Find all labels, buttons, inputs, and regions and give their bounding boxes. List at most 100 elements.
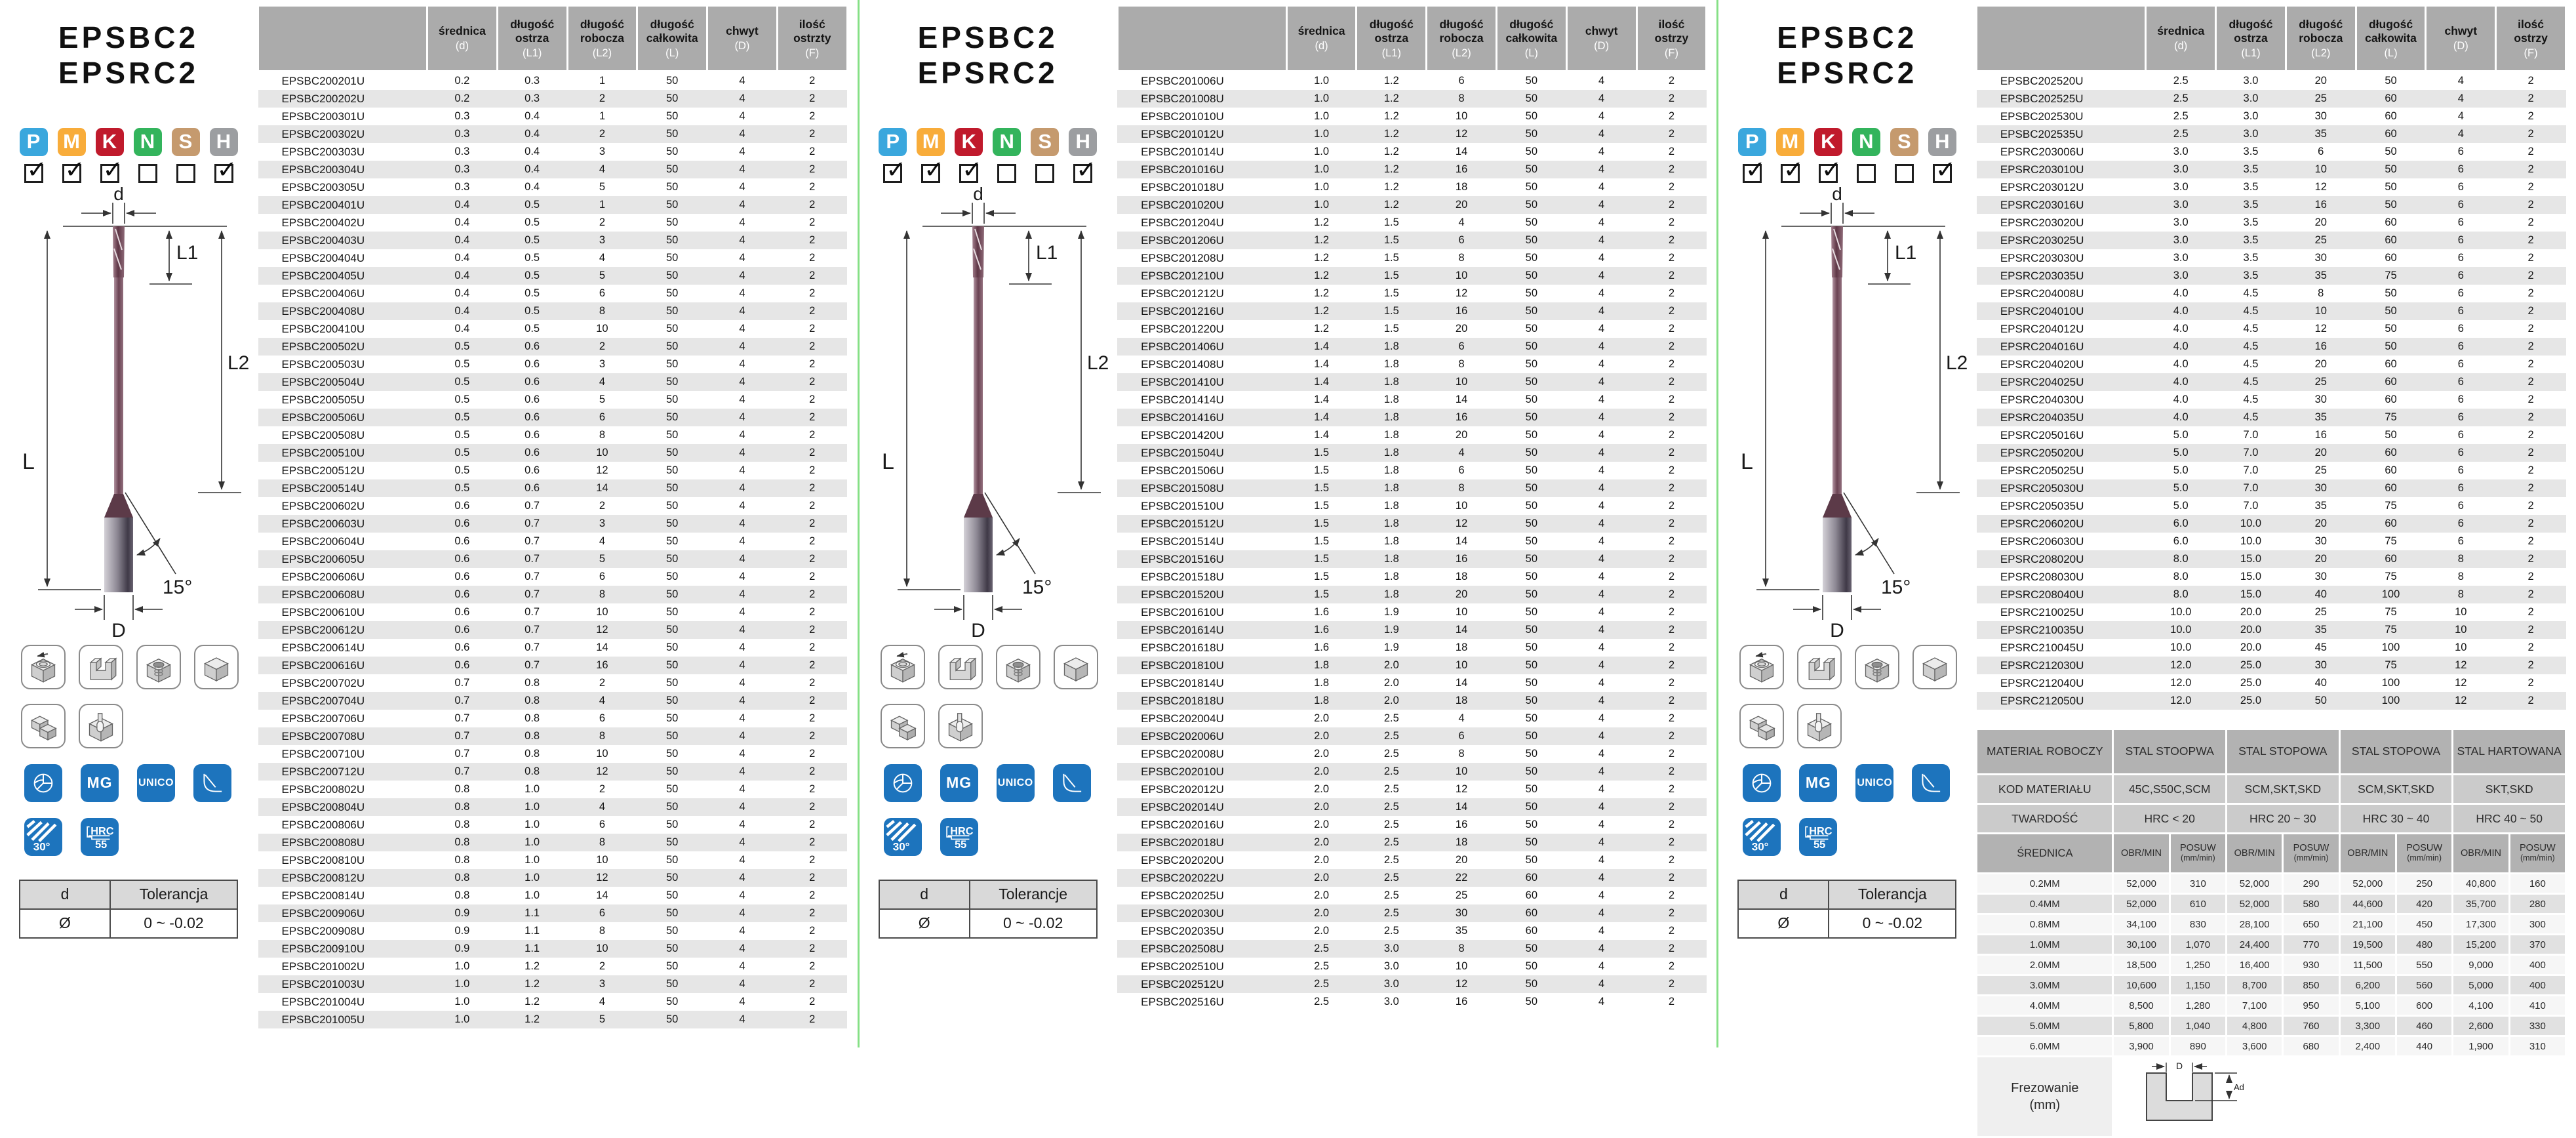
value-cell: 12 [1455, 783, 1468, 796]
value-cell: 1.0 [1314, 199, 1330, 211]
value-cell: 1.8 [1383, 518, 1399, 530]
value-cell: 2 [809, 907, 816, 920]
value-cell: 550 [2394, 954, 2454, 976]
svg-text:HRC: HRC [1810, 825, 1833, 837]
value-cell: 2 [1668, 872, 1675, 884]
value-cell: 1.0 [525, 801, 540, 813]
value-cell: 0.3 [454, 163, 470, 176]
table-row: EPSBC200301U 0.3 0.4 1 50 4 2 [258, 108, 848, 125]
value-cell: 50 [1525, 110, 1538, 123]
row-label-cell: EPSBC200502U [281, 340, 365, 353]
value-cell: 2 [809, 748, 816, 760]
value-cell: 2,600 [2451, 1015, 2510, 1037]
iso-badge-m: M [917, 127, 945, 156]
kod-label: KOD MATERIAŁU [1975, 773, 2114, 805]
value-cell: 5,800 [2112, 1015, 2171, 1037]
value-cell: 2 [1668, 216, 1675, 229]
table-row: EPSBC200514U 0.5 0.6 14 50 4 2 [258, 479, 848, 497]
value-cell: 20 [2314, 518, 2327, 530]
value-cell: 52,000 [2225, 893, 2284, 915]
value-cell: 4 [599, 252, 605, 264]
value-cell: 2 [809, 75, 816, 87]
tolerance-value-row: Ø 0 ~ -0.02 [19, 908, 238, 939]
value-cell: 50 [1525, 287, 1538, 300]
table-row: EPSRC204035U 4.0 4.5 35 75 6 2 [1976, 409, 2566, 426]
value-cell: 2 [2527, 500, 2534, 512]
tolerance-table: d Tolerancje Ø 0 ~ -0.02 [878, 879, 1098, 939]
value-cell: 50 [666, 92, 679, 105]
tolerance-header-row: d Tolerancja [1737, 879, 1957, 910]
row-label-cell: EPSBC200406U [281, 287, 365, 300]
iso-group-p: P [19, 127, 48, 184]
svg-text:30°: 30° [1752, 840, 1769, 853]
row-label-cell: EPSRC203020U [2000, 216, 2084, 229]
value-cell: 4.5 [2243, 411, 2259, 424]
row-label-cell: EPSBC200616U [281, 659, 365, 672]
frezowanie-diagram-cell: D Ad [2112, 1055, 2567, 1138]
value-cell: 2 [2527, 464, 2534, 477]
header-blank [1975, 7, 2147, 72]
value-cell: 2 [1668, 429, 1675, 441]
value-cell: 60 [2385, 234, 2397, 247]
value-cell: 10.0 [2170, 624, 2192, 636]
value-cell: 60 [2385, 358, 2397, 371]
value-cell: 50 [1525, 252, 1538, 264]
row-label-cell: 3.0MM [1975, 974, 2114, 996]
value-cell: 4.5 [2243, 340, 2259, 353]
value-cell: 50 [1525, 358, 1538, 371]
value-cell: 0.6 [454, 659, 470, 672]
value-cell: 50 [1525, 429, 1538, 441]
row-label-cell: EPSBC201518U [1141, 571, 1224, 583]
table-row: EPSBC200610U 0.6 0.7 10 50 4 2 [258, 603, 848, 621]
value-cell: 2 [1668, 783, 1675, 796]
value-cell: 2 [809, 199, 816, 211]
value-cell: 0.4 [454, 252, 470, 264]
value-cell: 25.0 [2240, 695, 2262, 707]
value-cell: 1.0 [525, 872, 540, 884]
row-label-cell: EPSRC205030U [2000, 482, 2084, 495]
value-cell: 50 [1525, 712, 1538, 725]
table-row: EPSBC202516U 2.5 3.0 16 50 4 2 [1117, 993, 1707, 1011]
value-cell: 6 [2457, 411, 2464, 424]
iso-group-m: M [57, 127, 86, 184]
value-cell: 1.8 [1383, 535, 1399, 548]
value-cell: 3.0 [2173, 181, 2189, 193]
value-cell: 1,070 [2168, 933, 2228, 956]
row-label-cell: EPSRC203006U [2000, 146, 2084, 158]
value-cell: 2.5 [1383, 748, 1399, 760]
value-cell: 0.9 [454, 907, 470, 920]
value-cell: 1.2 [525, 978, 540, 990]
value-cell: 2 [809, 996, 816, 1008]
value-cell: 1.2 [1383, 181, 1399, 193]
table-row: EPSBC200406U 0.4 0.5 6 50 4 2 [258, 285, 848, 302]
frezowanie-row: Frezowanie (mm) [1975, 1055, 2567, 1138]
checkbox-k [100, 155, 123, 184]
value-cell: 0.7 [454, 677, 470, 689]
row-label-cell: EPSRC203030U [2000, 252, 2084, 264]
value-cell: 2.5 [2173, 110, 2189, 123]
iso-group-k: K [1813, 127, 1842, 184]
table-row: EPSBC201004U 1.0 1.2 4 50 4 2 [258, 993, 848, 1011]
table-row: EPSBC200806U 0.8 1.0 6 50 4 2 [258, 816, 848, 834]
value-cell: 1.0 [454, 996, 470, 1008]
value-cell: 3.0 [1383, 960, 1399, 973]
value-cell: 50 [2385, 323, 2397, 335]
value-cell: 4,800 [2225, 1015, 2284, 1037]
panel-3: EPSBC2 EPSRC2 P M K N S H [1716, 0, 2576, 1138]
value-cell: 50 [666, 978, 679, 990]
row-label-cell: 0.8MM [1975, 913, 2114, 935]
value-cell: 12 [2314, 323, 2327, 335]
corner-radius-icon [1052, 763, 1091, 802]
block-icon [1053, 644, 1098, 689]
panel-1-table-column: średnica (d) długość ostrza (L1) długość r… [257, 0, 858, 1047]
iso-badge-p: P [879, 127, 907, 156]
value-cell: 1.0 [1314, 110, 1330, 123]
value-cell: 6.0 [2173, 518, 2189, 530]
value-cell: 2.5 [1383, 819, 1399, 831]
value-cell: 0.7 [525, 659, 540, 672]
value-cell: 4 [739, 146, 745, 158]
value-cell: 2.5 [2173, 75, 2189, 87]
header-dlugosc-ostrza: długość ostrza (L1) [2215, 7, 2287, 72]
keyway-milling-icon [79, 703, 123, 748]
value-cell: 1.0 [525, 889, 540, 902]
